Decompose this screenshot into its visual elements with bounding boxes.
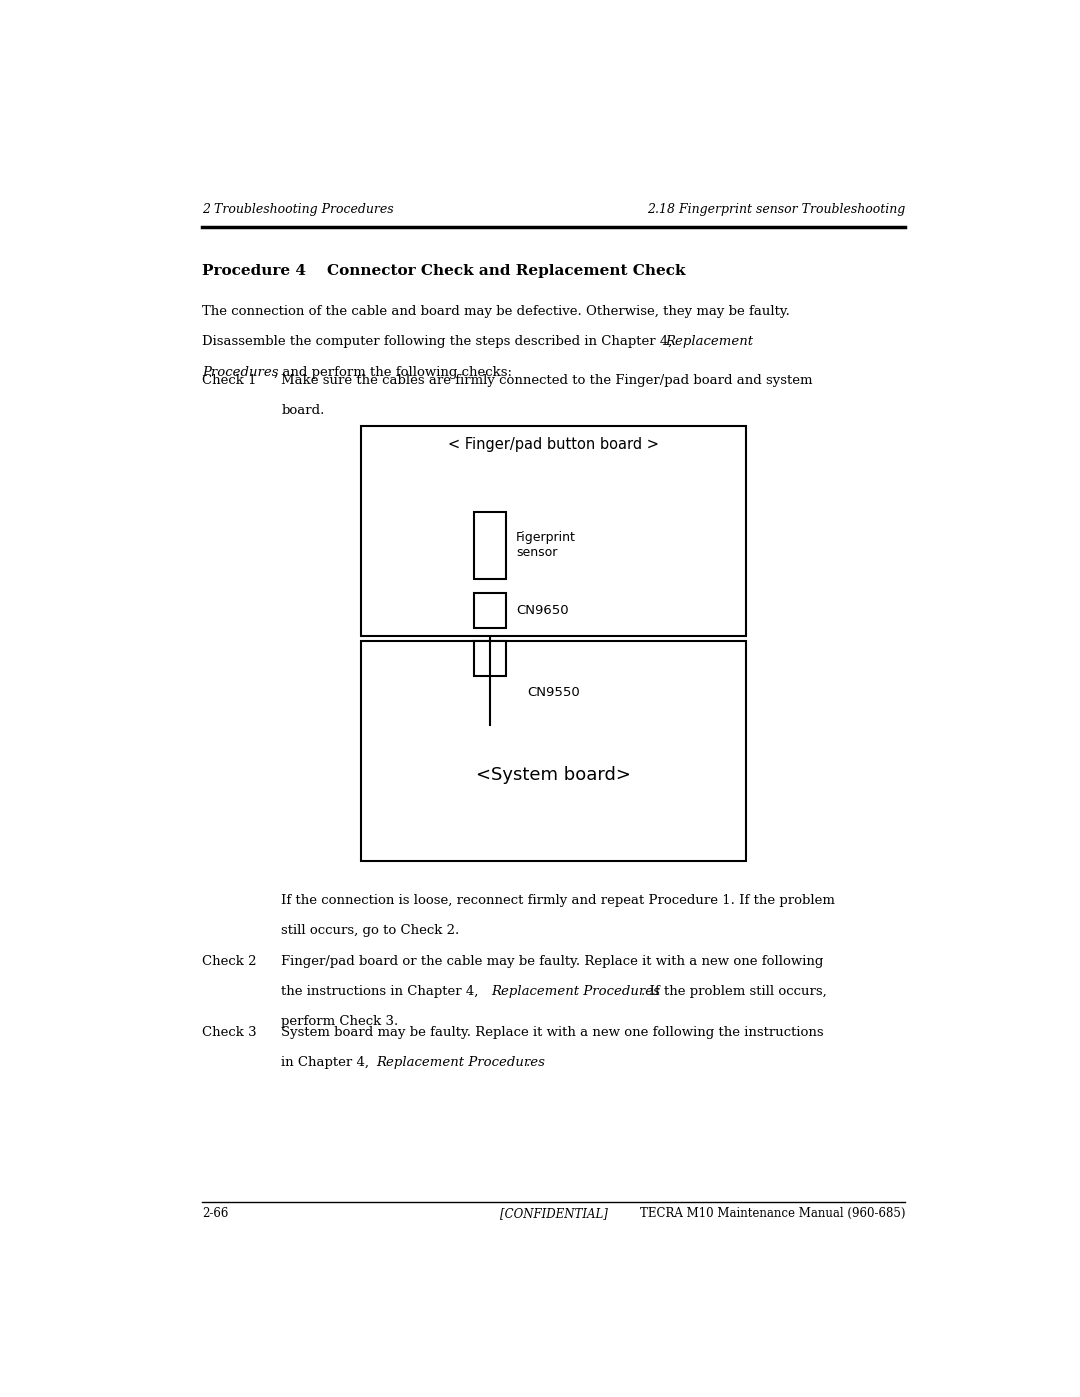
Text: Procedures: Procedures [202,366,279,379]
Text: 2.18 Fingerprint sensor Troubleshooting: 2.18 Fingerprint sensor Troubleshooting [647,203,905,217]
Bar [361,641,746,862]
Text: Make sure the cables are firmly connected to the Finger/pad board and system: Make sure the cables are firmly connecte… [282,374,813,387]
Text: in Chapter 4,: in Chapter 4, [282,1056,374,1069]
Bar [474,511,505,578]
Text: Check 1: Check 1 [202,374,256,387]
Text: 2 Troubleshooting Procedures: 2 Troubleshooting Procedures [202,203,393,217]
Text: Replacement Procedures: Replacement Procedures [490,985,660,999]
Bar [474,592,505,629]
Text: . If the problem still occurs,: . If the problem still occurs, [640,985,826,999]
Text: Procedure 4    Connector Check and Replacement Check: Procedure 4 Connector Check and Replacem… [202,264,686,278]
Text: If the connection is loose, reconnect firmly and repeat Procedure 1. If the prob: If the connection is loose, reconnect fi… [282,894,835,907]
Text: [CONFIDENTIAL]: [CONFIDENTIAL] [500,1207,607,1220]
Text: Check 2: Check 2 [202,956,256,968]
Text: The connection of the cable and board may be defective. Otherwise, they may be f: The connection of the cable and board ma… [202,306,789,319]
Text: board.: board. [282,404,325,418]
Text: <System board>: <System board> [476,766,631,784]
Text: Check 3: Check 3 [202,1025,257,1039]
Text: CN9550: CN9550 [527,686,580,698]
Text: TECRA M10 Maintenance Manual (960-685): TECRA M10 Maintenance Manual (960-685) [639,1207,905,1220]
Text: < Finger/pad button board >: < Finger/pad button board > [448,437,659,451]
Bar [474,641,505,676]
Text: Replacement Procedures: Replacement Procedures [376,1056,545,1069]
Text: Figerprint
sensor: Figerprint sensor [516,531,576,559]
Bar [361,426,746,636]
Text: Finger/pad board or the cable may be faulty. Replace it with a new one following: Finger/pad board or the cable may be fau… [282,956,824,968]
Text: perform Check 3.: perform Check 3. [282,1016,399,1028]
Text: Disassemble the computer following the steps described in Chapter 4,: Disassemble the computer following the s… [202,335,676,348]
Text: the instructions in Chapter 4,: the instructions in Chapter 4, [282,985,483,999]
Text: CN9650: CN9650 [516,604,568,617]
Text: still occurs, go to Check 2.: still occurs, go to Check 2. [282,923,460,937]
Text: .: . [526,1056,530,1069]
Text: , and perform the following checks:: , and perform the following checks: [274,366,512,379]
Text: 2-66: 2-66 [202,1207,228,1220]
Text: Replacement: Replacement [665,335,754,348]
Text: System board may be faulty. Replace it with a new one following the instructions: System board may be faulty. Replace it w… [282,1025,824,1039]
